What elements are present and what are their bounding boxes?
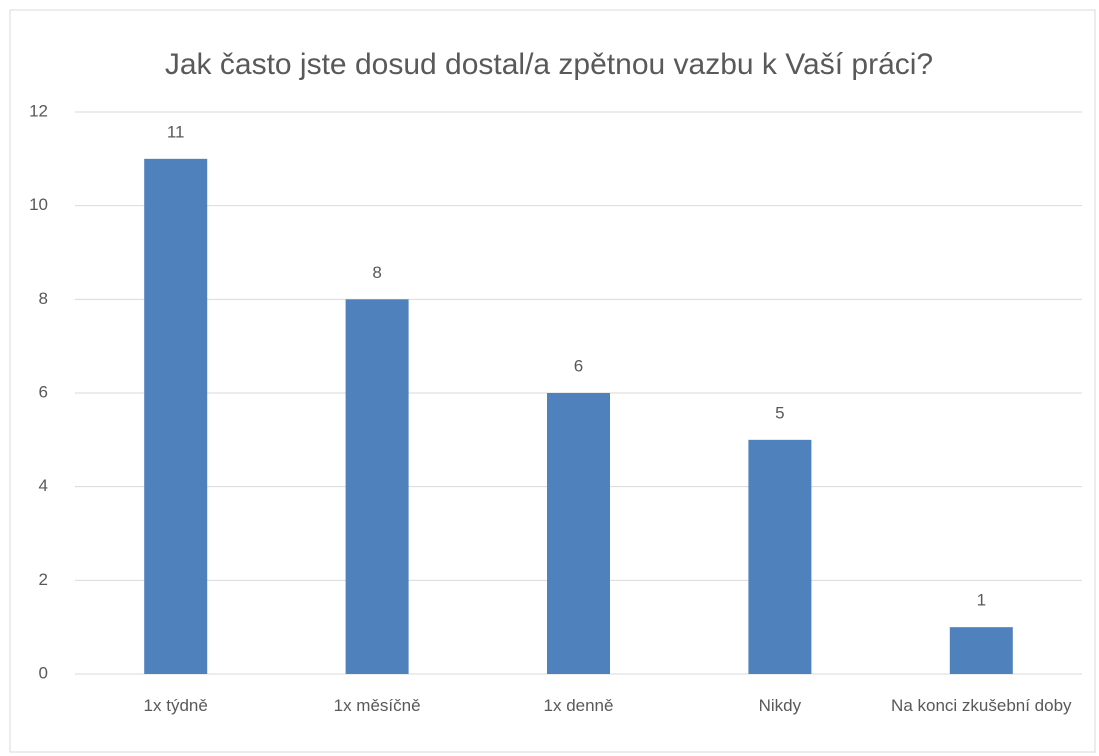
bar: [144, 158, 208, 675]
bar: [949, 627, 1013, 674]
y-tick-label: 8: [39, 289, 48, 308]
x-tick-label: 1x týdně: [143, 696, 208, 715]
y-tick-label: 6: [39, 382, 48, 401]
data-label: 5: [775, 403, 784, 422]
y-tick-label: 2: [39, 570, 48, 589]
y-tick-label: 0: [39, 663, 48, 682]
data-label: 11: [167, 122, 185, 141]
bar: [748, 439, 812, 674]
bar: [547, 393, 610, 674]
x-tick-label: Nikdy: [758, 696, 802, 715]
y-tick-label: 4: [39, 476, 48, 495]
data-label: 1: [977, 591, 986, 610]
data-label: 6: [574, 356, 583, 375]
y-tick-label: 12: [29, 101, 48, 120]
x-tick-label: Na konci zkušební doby: [891, 696, 1072, 715]
y-tick-label: 10: [29, 195, 48, 214]
bar: [345, 299, 409, 674]
x-tick-label: 1x denně: [543, 696, 614, 715]
chart-title: Jak často jste dosud dostal/a zpětnou va…: [165, 48, 933, 81]
x-tick-label: 1x měsíčně: [333, 696, 421, 715]
data-label: 8: [372, 263, 381, 282]
